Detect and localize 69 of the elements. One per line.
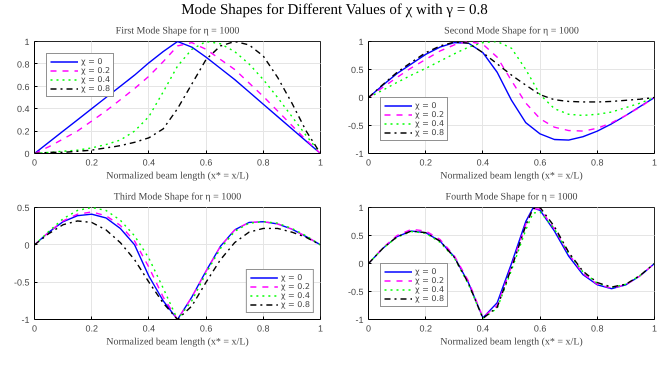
x-axis-title: Normalized beam length (x* = x/L) [106, 170, 249, 182]
y-tick-label: 0.5 [16, 203, 30, 213]
x-tick-label: 0.2 [85, 324, 98, 334]
x-tick-label: 0.6 [200, 158, 212, 168]
y-tick-label: 0.2 [16, 126, 30, 137]
y-tick-label: -1 [22, 315, 30, 325]
x-tick-label: 1 [652, 324, 658, 334]
y-tick-label: 0 [24, 149, 30, 159]
y-tick-label: -0.5 [348, 287, 364, 297]
chart-title: Third Mode Shape for η = 1000 [114, 192, 242, 202]
x-tick-label: 0.2 [419, 158, 432, 168]
x-tick-label: 1 [652, 158, 658, 168]
y-tick-label: -1 [356, 149, 364, 159]
x-tick-label: 1 [318, 324, 324, 334]
y-tick-label: 0 [358, 259, 364, 269]
x-axis-title: Normalized beam length (x* = x/L) [440, 336, 583, 348]
x-axis-title: Normalized beam length (x* = x/L) [440, 170, 583, 182]
x-tick-label: 0.6 [534, 158, 546, 168]
x-axis-title: Normalized beam length (x* = x/L) [106, 336, 249, 348]
y-tick-label: 0.8 [16, 59, 30, 70]
legend-label: χ = 0.4 [81, 75, 110, 84]
x-tick-label: 0.4 [476, 158, 490, 168]
x-tick-label: 1 [318, 158, 324, 168]
legend-label: χ = 0 [81, 57, 102, 66]
x-tick-label: 0 [32, 158, 38, 168]
y-tick-label: 0 [24, 240, 30, 250]
legend-label: χ = 0.4 [280, 291, 310, 300]
y-tick-label: 1 [358, 203, 364, 213]
legend-label: χ = 0.8 [415, 128, 444, 137]
x-tick-label: 0.4 [142, 158, 156, 168]
legend-label: χ = 0.2 [415, 276, 444, 285]
x-tick-label: 0.6 [200, 324, 212, 334]
legend-label: χ = 0 [415, 267, 436, 276]
x-tick-label: 0.8 [591, 324, 604, 334]
x-tick-label: 0.4 [476, 324, 490, 334]
chart-title: Fourth Mode Shape for η = 1000 [446, 192, 578, 202]
y-tick-label: 0.4 [16, 104, 30, 114]
x-tick-label: 0.6 [534, 324, 546, 334]
x-tick-label: 0.8 [591, 158, 604, 168]
legend-label: χ = 0.8 [81, 84, 110, 93]
x-tick-label: 0 [366, 158, 372, 168]
x-tick-label: 0.8 [257, 158, 270, 168]
legend-label: χ = 0.8 [415, 294, 444, 303]
legend-label: χ = 0 [280, 273, 302, 282]
legend-label: χ = 0.4 [415, 119, 444, 128]
y-tick-label: 1 [24, 37, 30, 47]
text: Mode Shapes for Different Values of χ with γ = 0.8 [181, 1, 488, 20]
y-tick-label: -1 [356, 315, 364, 325]
x-tick-label: 0 [32, 324, 38, 334]
legend-label: χ = 0.4 [415, 285, 444, 294]
x-tick-label: 0.4 [142, 324, 156, 334]
legend-label: χ = 0.2 [81, 66, 110, 75]
x-tick-label: 0 [366, 324, 372, 334]
chart-title: Second Mode Shape for η = 1000 [444, 26, 579, 36]
y-tick-label: -0.5 [348, 121, 364, 131]
y-tick-label: -0.5 [14, 278, 30, 288]
y-tick-label: 0.6 [16, 82, 30, 92]
legend-label: χ = 0.2 [415, 110, 444, 119]
y-tick-label: 0.5 [350, 231, 364, 241]
y-tick-label: 0.5 [350, 65, 364, 75]
legend-label: χ = 0.2 [280, 282, 310, 291]
chart-title: First Mode Shape for η = 1000 [116, 26, 240, 36]
y-tick-label: 0 [358, 93, 364, 103]
y-tick-label: 1 [358, 37, 364, 47]
legend-label: χ = 0.8 [280, 300, 310, 309]
x-tick-label: 0.2 [419, 324, 432, 334]
legend-label: χ = 0 [415, 101, 436, 110]
x-tick-label: 0.8 [257, 324, 270, 334]
x-tick-label: 0.2 [85, 158, 98, 168]
